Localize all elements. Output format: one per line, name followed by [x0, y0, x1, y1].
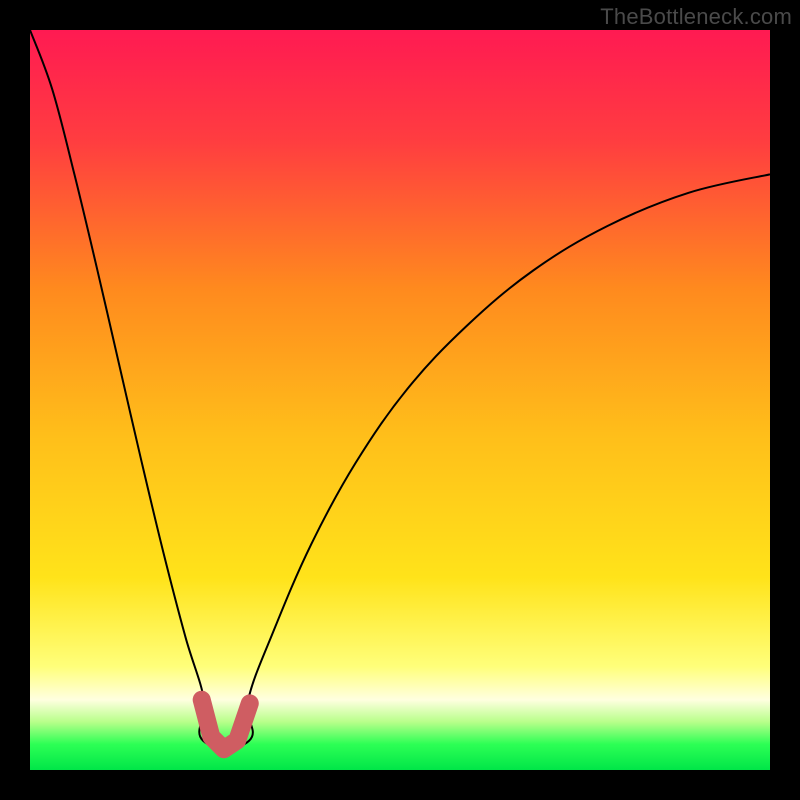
chart-plot — [30, 30, 770, 770]
heat-gradient — [30, 30, 770, 770]
chart-frame: TheBottleneck.com — [0, 0, 800, 800]
watermark-text: TheBottleneck.com — [600, 4, 792, 30]
